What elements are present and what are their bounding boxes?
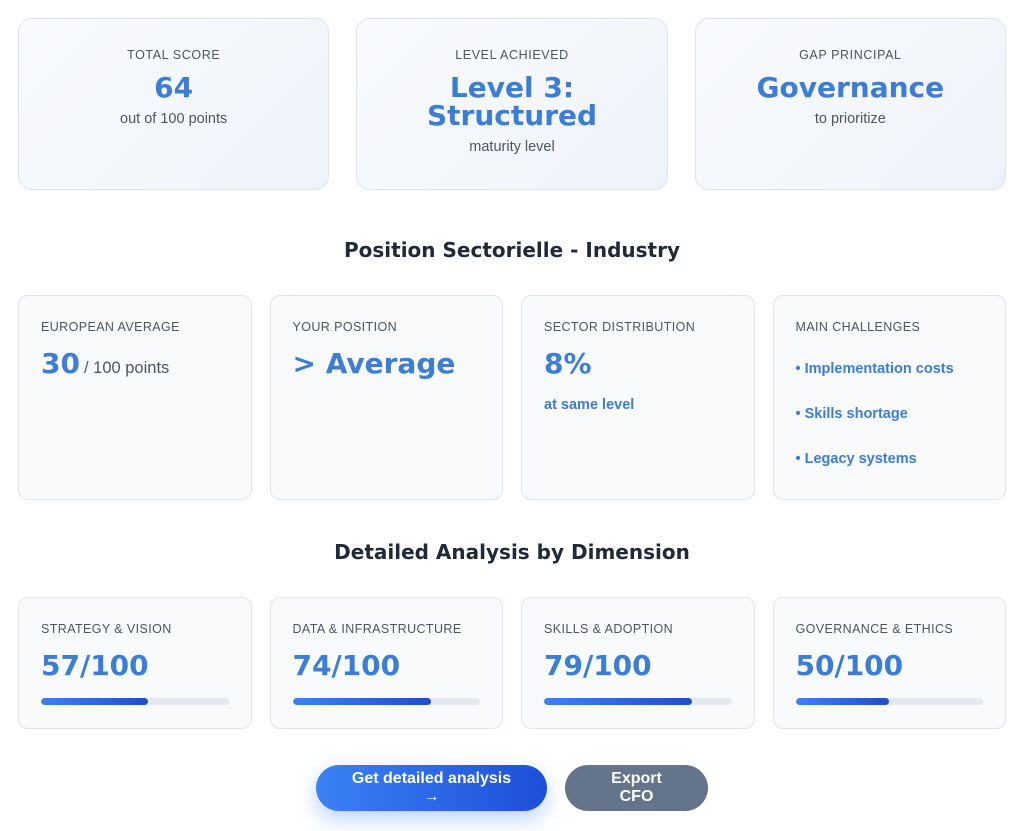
your-position-label: YOUR POSITION xyxy=(292,320,398,334)
dimension-label: STRATEGY & VISION xyxy=(41,622,172,636)
action-bar: Get detailed analysis → Export CFO xyxy=(0,765,1024,811)
dimension-score: 57/100 xyxy=(41,649,149,682)
sector-distribution-value: 8% xyxy=(544,347,592,380)
gap-label: GAP PRINCIPAL xyxy=(799,48,902,62)
sector-section-title: Position Sectorielle - Industry xyxy=(343,238,681,262)
european-average-value: 30 xyxy=(41,347,80,380)
level-label: LEVEL ACHIEVED xyxy=(455,48,569,62)
challenge-item: • Legacy systems xyxy=(795,451,917,467)
dimension-progress-track xyxy=(292,698,480,705)
dimension-progress-track xyxy=(544,698,732,705)
level-sub: maturity level xyxy=(469,139,555,155)
gap-value: Governance xyxy=(756,71,945,104)
export-cfo-button[interactable]: Export CFO xyxy=(565,765,708,811)
european-average-label: EUROPEAN AVERAGE xyxy=(41,320,180,334)
dimension-card-skills: SKILLS & ADOPTION 79/100 xyxy=(521,597,755,729)
total-score-value: 64 xyxy=(154,71,194,104)
gap-card: GAP PRINCIPAL Governance to prioritize xyxy=(694,18,1006,190)
dimensions-row: STRATEGY & VISION 57/100 DATA & INFRASTR… xyxy=(18,597,1006,729)
dimension-score: 50/100 xyxy=(795,649,904,682)
sector-row: EUROPEAN AVERAGE 30/ 100 points YOUR POS… xyxy=(18,295,1006,500)
total-score-card: TOTAL SCORE 64 out of 100 points xyxy=(18,18,330,190)
dimension-label: DATA & INFRASTRUCTURE xyxy=(292,622,462,636)
your-position-card: YOUR POSITION > Average xyxy=(269,295,503,500)
european-average-unit: / 100 points xyxy=(83,359,170,377)
challenges-list: • Implementation costs • Skills shortage… xyxy=(796,360,984,468)
european-average-value-line: 30/ 100 points xyxy=(41,348,229,384)
dimension-label: GOVERNANCE & ETHICS xyxy=(795,622,954,636)
dimension-card-data: DATA & INFRASTRUCTURE 74/100 xyxy=(269,597,503,729)
main-challenges-card: MAIN CHALLENGES • Implementation costs •… xyxy=(772,295,1006,500)
dimension-score: 74/100 xyxy=(292,649,401,682)
dimension-card-governance: GOVERNANCE & ETHICS 50/100 xyxy=(772,597,1006,729)
get-detailed-analysis-button[interactable]: Get detailed analysis → xyxy=(316,765,547,811)
summary-row: TOTAL SCORE 64 out of 100 points LEVEL A… xyxy=(18,18,1006,190)
dimension-progress-track xyxy=(795,698,983,705)
your-position-value: > Average xyxy=(292,347,456,380)
challenge-item: • Implementation costs xyxy=(795,361,954,377)
dimension-card-strategy: STRATEGY & VISION 57/100 xyxy=(18,597,252,729)
dimensions-section-title: Detailed Analysis by Dimension xyxy=(334,540,690,564)
sector-distribution-note: at same level xyxy=(544,397,635,413)
total-score-label: TOTAL SCORE xyxy=(127,48,221,62)
gap-sub: to prioritize xyxy=(814,111,886,127)
level-card: LEVEL ACHIEVED Level 3: Structured matur… xyxy=(356,18,668,190)
dimension-label: SKILLS & ADOPTION xyxy=(544,622,674,636)
dimension-progress-fill xyxy=(41,698,148,705)
sector-distribution-label: SECTOR DISTRIBUTION xyxy=(544,320,696,334)
dimension-progress-fill xyxy=(544,698,693,705)
main-challenges-label: MAIN CHALLENGES xyxy=(795,320,921,334)
challenge-item: • Skills shortage xyxy=(795,406,908,422)
european-average-card: EUROPEAN AVERAGE 30/ 100 points xyxy=(18,295,252,500)
sector-distribution-card: SECTOR DISTRIBUTION 8% at same level xyxy=(521,295,755,500)
total-score-sub: out of 100 points xyxy=(120,111,228,127)
dimension-score: 79/100 xyxy=(544,649,652,682)
level-value: Level 3: Structured xyxy=(426,71,598,132)
dimension-progress-track xyxy=(41,698,229,705)
dimension-progress-fill xyxy=(795,698,890,705)
dimension-progress-fill xyxy=(292,698,432,705)
